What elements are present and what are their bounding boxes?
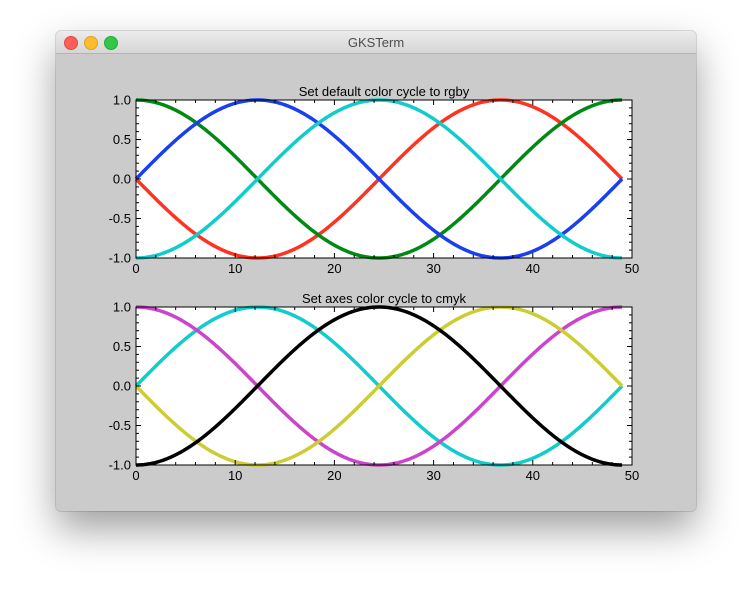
y-tick-label: 0.5 (113, 339, 131, 354)
chart-title: Set axes color cycle to cmyk (302, 291, 466, 306)
x-tick-label: 40 (526, 468, 540, 483)
x-tick-label: 0 (132, 468, 139, 483)
x-tick-label: 50 (625, 468, 639, 483)
window-title: GKSTerm (347, 35, 405, 50)
series-line-3 (134, 98, 624, 260)
x-tick-label: 20 (327, 261, 341, 276)
y-tick-label: 0.5 (113, 132, 131, 147)
plots-svg: 0 10 20 30 40 50 1.0 0.5 0.0 -0.5 -1.0 Set default … (109, 84, 640, 483)
chart-2: 0 10 20 30 40 50 1.0 0.5 0.0 -0.5 -1.0 Set axes col… (109, 291, 640, 483)
plot-canvas: 0 10 20 30 40 50 1.0 0.5 0.0 -0.5 -1.0 Set default … (56, 54, 696, 511)
y-tick-label: 0.0 (113, 379, 131, 394)
y-tick-label: 0.0 (113, 172, 131, 187)
series-line-3 (134, 305, 624, 467)
close-window-button[interactable] (64, 36, 78, 50)
plot-area (136, 307, 632, 465)
x-tick-label: 40 (526, 261, 540, 276)
zoom-window-button[interactable] (104, 36, 118, 50)
title-bar[interactable]: GKSTerm (56, 31, 696, 54)
x-tick-label: 20 (327, 468, 341, 483)
y-tick-label: -1.0 (109, 458, 131, 473)
y-tick-label: -0.5 (109, 418, 131, 433)
minimize-window-button[interactable] (84, 36, 98, 50)
y-tick-label: -1.0 (109, 251, 131, 266)
x-tick-label: 30 (426, 261, 440, 276)
y-tick-label: 1.0 (113, 300, 131, 315)
chart-title: Set default color cycle to rgby (299, 84, 470, 99)
x-tick-label: 30 (426, 468, 440, 483)
x-tick-label: 50 (625, 261, 639, 276)
y-tick-label: 1.0 (113, 93, 131, 108)
plot-area (136, 100, 632, 258)
x-tick-label: 0 (132, 261, 139, 276)
chart-1: 0 10 20 30 40 50 1.0 0.5 0.0 -0.5 -1.0 Set default … (109, 84, 640, 276)
y-tick-label: -0.5 (109, 211, 131, 226)
gksterm-window: GKSTerm 0 10 20 30 40 50 1.0 0.5 0.0 -0.5 -1.0 Set … (56, 31, 696, 511)
x-tick-label: 10 (228, 261, 242, 276)
x-tick-label: 10 (228, 468, 242, 483)
